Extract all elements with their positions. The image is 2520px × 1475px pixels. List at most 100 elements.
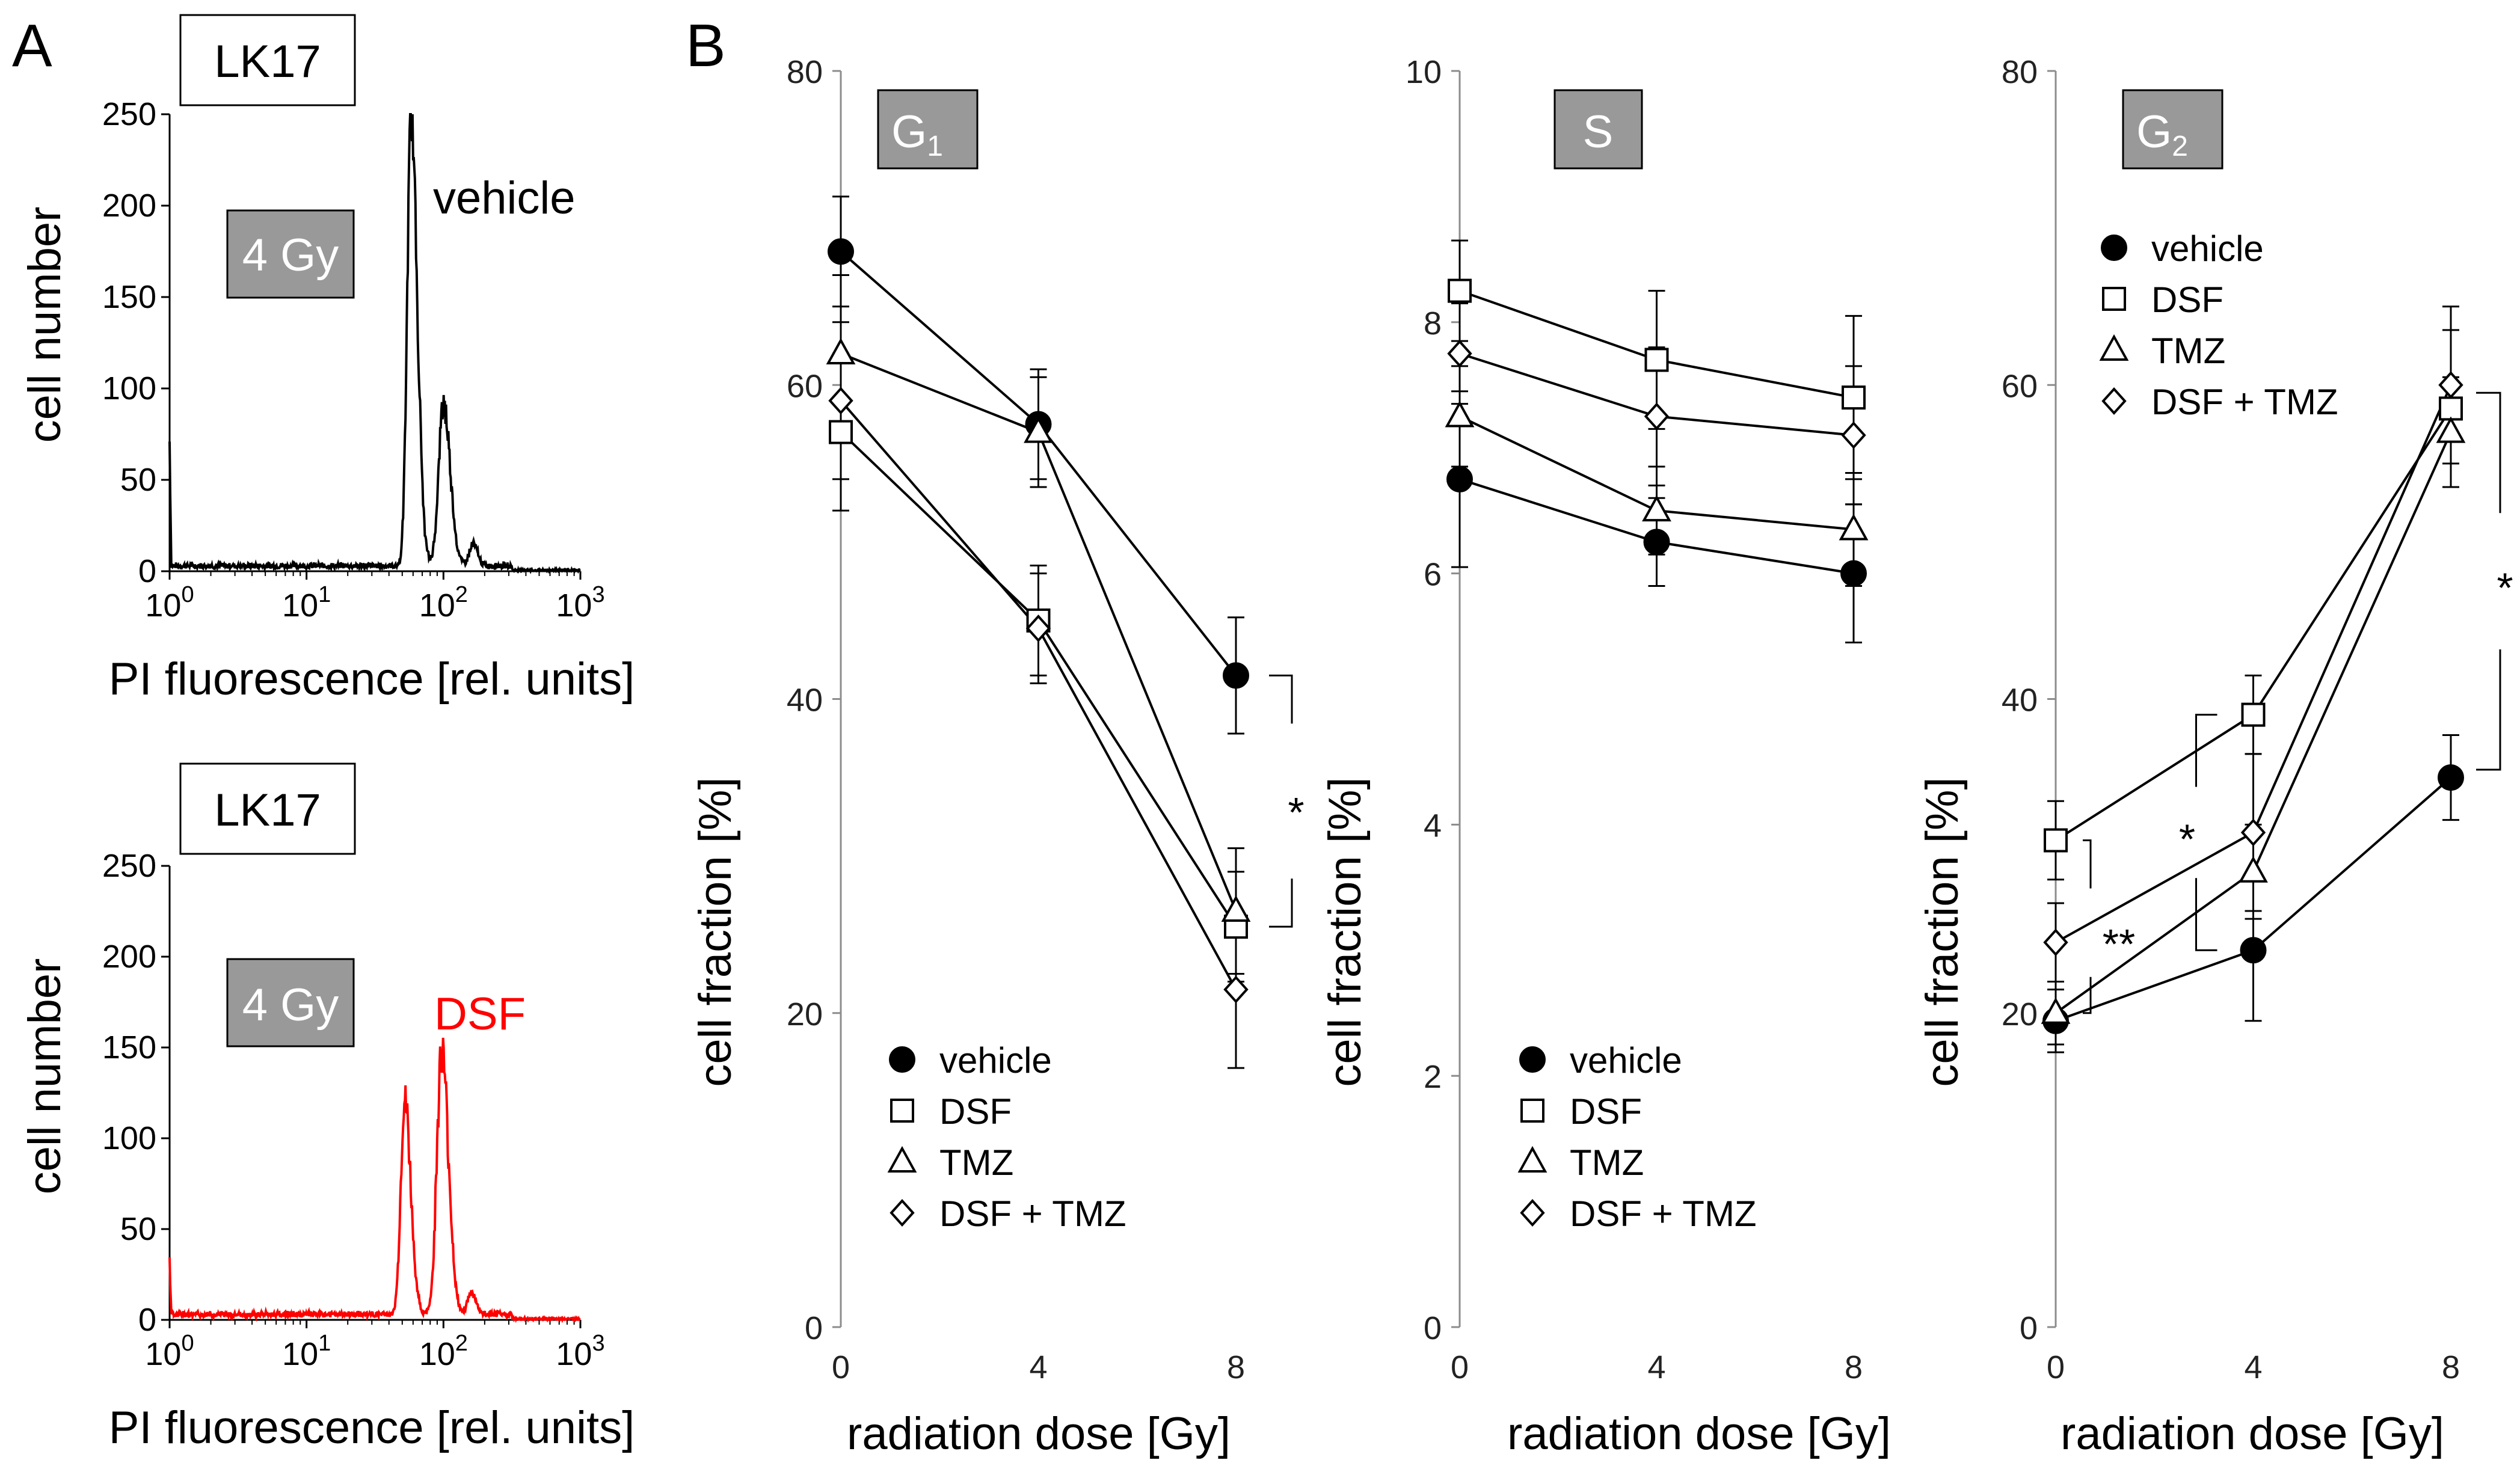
tick-base: 10 [282,587,318,624]
y-tick-label: 8 [1424,305,1442,342]
series-label: DSF [434,989,526,1040]
significance-bracket [1269,674,1293,724]
y-tick-label: 0 [138,1302,156,1338]
marker-diamond [2240,818,2266,847]
marker-square [829,420,853,444]
phase-box [1553,89,1643,170]
y-tick-label: 20 [2002,996,2038,1032]
marker-diamond [2043,928,2068,957]
y-axis-title: cell number [19,207,70,443]
phase-label: S [1583,106,1614,158]
legend-label: TMZ [939,1142,1013,1183]
tick-exponent: 1 [318,582,331,607]
significance-bracket [2195,878,2217,951]
x-tick-label: 101 [282,582,331,624]
marker-circle [2101,235,2127,261]
series-label: vehicle [433,173,576,224]
y-tick-label: 150 [102,1029,156,1066]
marker-diamond [1841,421,1866,449]
y-tick-label: 80 [2002,54,2038,90]
y-tick-label: 200 [102,939,156,975]
marker-square [2102,287,2126,311]
marker-circle [1446,465,1473,492]
y-tick-label: 50 [120,1211,156,1247]
x-tick-label: 100 [145,582,194,624]
significance-star: * [1288,789,1304,836]
y-tick-label: 0 [805,1310,823,1346]
histogram-dsf: LK17 4 Gy DSF cell number PI fluorescenc… [19,762,635,1453]
significance-star: ** [2103,921,2135,967]
y-tick-label: 0 [2020,1310,2038,1346]
phase-box [2122,89,2223,170]
tick-base: 10 [419,587,455,624]
y-tick-label: 250 [102,96,156,132]
significance-bracket [1269,879,1293,928]
marker-triangle [2436,416,2466,443]
marker-triangle [2239,856,2268,883]
y-tick-label: 2 [1424,1059,1442,1095]
marker-triangle [1517,1145,1547,1173]
line-chart-g2: G2 cell fraction [%] radiation dose [Gy]… [1917,54,2513,1459]
y-tick-label: 60 [2002,368,2038,404]
legend-label: DSF [2151,280,2223,320]
marker-square [1448,278,1472,303]
x-tick-label: 0 [1451,1349,1469,1385]
marker-triangle [887,1145,917,1173]
x-axis-title: PI fluorescence [rel. units] [109,1402,635,1453]
x-axis-title: radiation dose [Gy] [2061,1408,2444,1459]
marker-square [1644,348,1669,372]
y-tick-label: 150 [102,279,156,315]
tick-exponent: 2 [455,582,468,607]
marker-diamond [1644,402,1670,431]
y-tick-label: 20 [787,996,823,1032]
line-chart-s: S cell fraction [%] radiation dose [Gy] … [1320,54,1891,1459]
x-axis-title: PI fluorescence [rel. units] [109,654,635,705]
tick-exponent: 0 [181,582,194,607]
y-tick-label: 0 [1424,1310,1442,1346]
legend-label: DSF + TMZ [1570,1194,1757,1234]
x-tick-label: 8 [2442,1349,2460,1385]
marker-circle [1223,662,1249,689]
significance-star: * [2497,565,2513,612]
y-tick-label: 50 [120,462,156,498]
x-tick-label: 101 [282,1331,331,1372]
tick-exponent: 3 [592,582,604,607]
tick-exponent: 3 [592,1331,604,1356]
significance-bracket [2476,649,2501,771]
x-tick-label: 102 [419,582,468,624]
legend-label: vehicle [1570,1040,1682,1081]
x-tick-label: 102 [419,1331,468,1372]
dose-label: 4 Gy [242,230,339,281]
y-axis-title: cell number [19,958,70,1195]
marker-circle [2438,764,2464,791]
marker-circle [1519,1046,1546,1073]
marker-circle [1643,529,1670,556]
tick-base: 10 [556,1336,592,1372]
dose-box [226,209,355,299]
y-axis-title: cell fraction [%] [1917,777,1968,1087]
legend-label: vehicle [939,1040,1052,1081]
legend-label: DSF [1570,1091,1642,1132]
y-tick-label: 0 [138,553,156,589]
y-tick-label: 80 [787,54,823,90]
marker-diamond [1223,975,1249,1004]
tick-base: 10 [282,1336,318,1372]
histogram-trace [168,1037,581,1323]
histogram-trace [168,113,581,575]
marker-square [2241,702,2266,727]
tick-base: 10 [556,587,592,624]
x-tick-label: 103 [556,1331,604,1372]
dose-label: 4 Gy [242,980,339,1031]
panel-label-a: A [12,12,52,79]
marker-diamond [1025,615,1051,642]
x-tick-label: 8 [1845,1349,1863,1385]
marker-diamond [1520,1199,1545,1227]
phase-label: G1 [891,106,943,162]
tick-exponent: 2 [455,1331,468,1356]
marker-square [2439,396,2463,421]
marker-triangle [2041,997,2071,1024]
cell-line-box [179,762,356,855]
marker-triangle [1024,416,1053,443]
marker-diamond [890,1199,915,1227]
